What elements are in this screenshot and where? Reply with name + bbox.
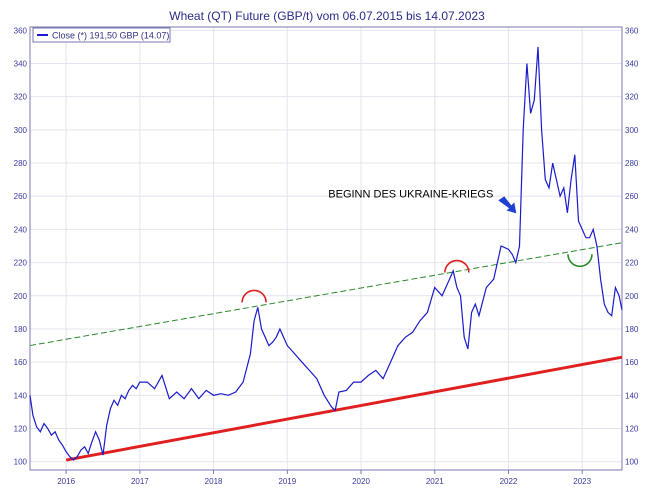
- legend-box: [32, 27, 171, 43]
- y-tick-label: 300: [14, 126, 28, 135]
- y-tick-label-right: 340: [625, 60, 639, 69]
- y-tick-label-right: 180: [625, 325, 639, 334]
- y-tick-label: 160: [14, 358, 28, 367]
- y-tick-label: 260: [14, 192, 28, 201]
- x-tick-label: 2019: [278, 477, 296, 486]
- x-tick-label: 2017: [131, 477, 149, 486]
- arc-marker: [241, 289, 267, 303]
- y-tick-label: 340: [14, 60, 28, 69]
- resistance-trendline: [29, 242, 623, 347]
- y-tick-label: 360: [14, 26, 28, 35]
- y-tick-label: 220: [14, 259, 28, 268]
- y-tick-label-right: 320: [625, 93, 639, 102]
- price-series-line: [29, 46, 623, 461]
- y-tick-label: 280: [14, 159, 28, 168]
- x-tick-label: 2023: [573, 477, 591, 486]
- annotation-arrow-icon: [498, 196, 517, 214]
- legend-label: Close (*) 191,50 GBP (14.07): [52, 31, 169, 41]
- support-trendline: [65, 355, 623, 462]
- y-tick-label: 140: [14, 391, 28, 400]
- annotation-text: BEGINN DES UKRAINE-KRIEGS: [328, 188, 493, 200]
- y-tick-label-right: 200: [625, 292, 639, 301]
- y-tick-label-right: 120: [625, 425, 639, 434]
- y-tick-label-right: 220: [625, 259, 639, 268]
- x-tick-label: 2022: [500, 477, 518, 486]
- y-tick-label-right: 100: [625, 458, 639, 467]
- grid: [30, 27, 622, 470]
- y-axis-right: 100 120 140 160 180 200 220 240 260 280 300 320 340 3…: [625, 26, 639, 466]
- y-tick-label: 200: [14, 292, 28, 301]
- y-tick-label: 180: [14, 325, 28, 334]
- legend: Close (*) 191,50 GBP (14.07): [32, 27, 171, 43]
- arc-marker: [567, 254, 593, 268]
- annotation: BEGINN DES UKRAINE-KRIEGS: [328, 188, 517, 214]
- y-tick-label-right: 360: [625, 26, 639, 35]
- y-tick-label-right: 240: [625, 225, 639, 234]
- y-tick-label: 320: [14, 93, 28, 102]
- x-axis: 2016 2017 2018 2019 2020 2021 2022 2023: [57, 470, 592, 486]
- y-tick-label-right: 300: [625, 126, 639, 135]
- y-tick-label: 240: [14, 225, 28, 234]
- y-tick-label: 120: [14, 425, 28, 434]
- chart-title: Wheat (QT) Future (GBP/t) vom 06.07.2015…: [169, 9, 485, 23]
- arc-marker: [444, 259, 470, 273]
- x-tick-label: 2016: [57, 477, 75, 486]
- y-tick-label-right: 160: [625, 358, 639, 367]
- y-tick-label-right: 280: [625, 159, 639, 168]
- y-tick-label: 100: [14, 458, 28, 467]
- y-tick-label-right: 260: [625, 192, 639, 201]
- x-tick-label: 2018: [205, 477, 223, 486]
- y-tick-label-right: 140: [625, 391, 639, 400]
- x-tick-label: 2020: [352, 477, 370, 486]
- x-tick-label: 2021: [426, 477, 444, 486]
- y-axis-left: 100 120 140 160 180 200 220 240 260 280 300 320 340 3…: [14, 26, 28, 466]
- arc-markers: [241, 254, 593, 303]
- plot-border: [29, 26, 623, 471]
